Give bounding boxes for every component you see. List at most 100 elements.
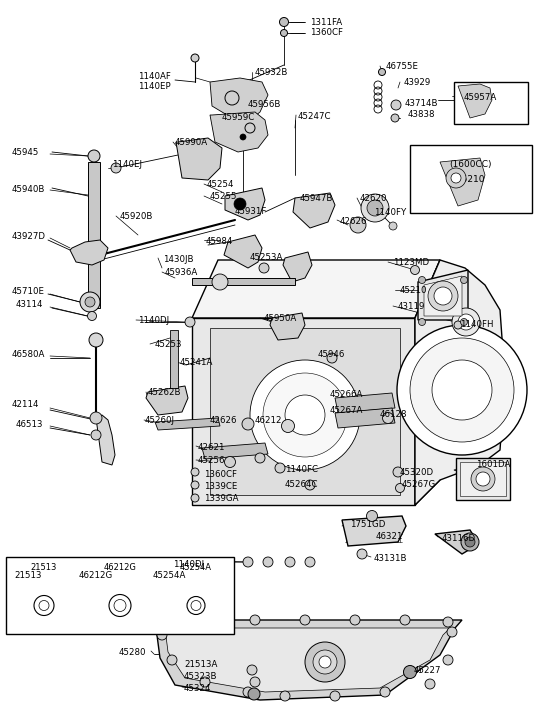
Circle shape — [357, 549, 367, 559]
Polygon shape — [146, 386, 188, 415]
Circle shape — [280, 17, 288, 26]
Text: 45920B: 45920B — [120, 212, 153, 221]
Text: 45984: 45984 — [206, 237, 234, 246]
Text: 43114: 43114 — [16, 300, 43, 309]
Circle shape — [285, 395, 325, 435]
Text: 45241A: 45241A — [180, 358, 214, 367]
Text: 1751GD: 1751GD — [350, 520, 385, 529]
Polygon shape — [192, 318, 415, 505]
Text: 45254A: 45254A — [153, 571, 186, 580]
Polygon shape — [210, 78, 268, 122]
Circle shape — [39, 601, 49, 611]
Polygon shape — [460, 462, 506, 496]
Text: 1140AF: 1140AF — [138, 72, 171, 81]
Circle shape — [313, 650, 337, 674]
Polygon shape — [224, 235, 262, 268]
Polygon shape — [70, 240, 108, 265]
Text: 46580A: 46580A — [12, 350, 46, 359]
Text: 45253: 45253 — [155, 340, 183, 349]
Text: 42620: 42620 — [360, 194, 388, 203]
Text: 45947B: 45947B — [300, 194, 333, 203]
Text: 45959C: 45959C — [222, 113, 255, 122]
Text: 46212G: 46212G — [104, 563, 137, 571]
Circle shape — [451, 173, 461, 183]
Circle shape — [250, 677, 260, 687]
Polygon shape — [424, 276, 462, 316]
Text: 45256: 45256 — [198, 456, 225, 465]
Circle shape — [243, 687, 253, 697]
Polygon shape — [210, 112, 268, 152]
Text: 43116D: 43116D — [442, 534, 476, 543]
Circle shape — [391, 114, 399, 122]
Polygon shape — [170, 330, 178, 388]
Polygon shape — [155, 418, 220, 430]
Polygon shape — [293, 193, 335, 228]
Circle shape — [250, 360, 360, 470]
Text: 1339GA: 1339GA — [204, 494, 238, 503]
Circle shape — [90, 412, 102, 424]
Circle shape — [248, 688, 260, 700]
Circle shape — [191, 494, 199, 502]
Circle shape — [461, 533, 479, 551]
Polygon shape — [415, 260, 440, 505]
Circle shape — [305, 480, 315, 490]
Bar — [410, 145, 532, 213]
Polygon shape — [456, 458, 510, 500]
Circle shape — [443, 617, 453, 627]
Polygon shape — [435, 530, 475, 554]
Text: 45956B: 45956B — [248, 100, 281, 109]
Text: 46755E: 46755E — [386, 62, 419, 71]
Bar — [454, 82, 528, 124]
Bar — [6, 557, 234, 634]
Circle shape — [263, 557, 273, 567]
Text: 42626: 42626 — [210, 416, 237, 425]
Circle shape — [418, 318, 425, 326]
Circle shape — [281, 419, 294, 433]
Text: 45323B: 45323B — [184, 672, 217, 681]
Polygon shape — [335, 393, 395, 413]
Circle shape — [111, 163, 121, 173]
Text: 43714B: 43714B — [405, 99, 438, 108]
Circle shape — [88, 150, 100, 162]
Text: 45267G: 45267G — [402, 480, 436, 489]
Text: 46513: 46513 — [16, 420, 43, 429]
Text: 21513A: 21513A — [184, 660, 217, 669]
Circle shape — [452, 308, 480, 336]
Circle shape — [380, 687, 390, 697]
Text: (1600CC): (1600CC) — [450, 161, 492, 169]
Circle shape — [367, 200, 383, 216]
Text: 45255: 45255 — [210, 192, 237, 201]
Text: 45950A: 45950A — [264, 314, 297, 323]
Text: 45280: 45280 — [119, 648, 146, 657]
Text: 45931F: 45931F — [235, 207, 267, 216]
Text: 46212G: 46212G — [79, 571, 113, 580]
Polygon shape — [440, 158, 485, 206]
Text: 1140FH: 1140FH — [460, 320, 494, 329]
Polygon shape — [192, 260, 440, 318]
Text: 42621: 42621 — [198, 443, 225, 452]
Circle shape — [391, 100, 401, 110]
Circle shape — [366, 510, 377, 521]
Circle shape — [428, 281, 458, 311]
Text: 43929: 43929 — [404, 78, 431, 87]
Text: 45254A: 45254A — [180, 563, 212, 571]
Circle shape — [191, 54, 199, 62]
Text: 45247C: 45247C — [298, 112, 332, 121]
Text: 1601DA: 1601DA — [476, 460, 511, 469]
Polygon shape — [335, 408, 395, 428]
Circle shape — [89, 333, 103, 347]
Text: 46321: 46321 — [376, 532, 403, 541]
Text: 1430JB: 1430JB — [163, 255, 193, 264]
Polygon shape — [155, 620, 462, 700]
Circle shape — [458, 314, 474, 330]
Circle shape — [240, 134, 246, 140]
Text: 45320D: 45320D — [400, 468, 434, 477]
Circle shape — [191, 601, 201, 611]
Circle shape — [305, 642, 345, 682]
Circle shape — [378, 68, 385, 76]
Text: 45932B: 45932B — [255, 68, 288, 77]
Circle shape — [167, 655, 177, 665]
Polygon shape — [283, 252, 312, 282]
Polygon shape — [415, 260, 505, 505]
Text: 1140DJ: 1140DJ — [173, 560, 204, 569]
